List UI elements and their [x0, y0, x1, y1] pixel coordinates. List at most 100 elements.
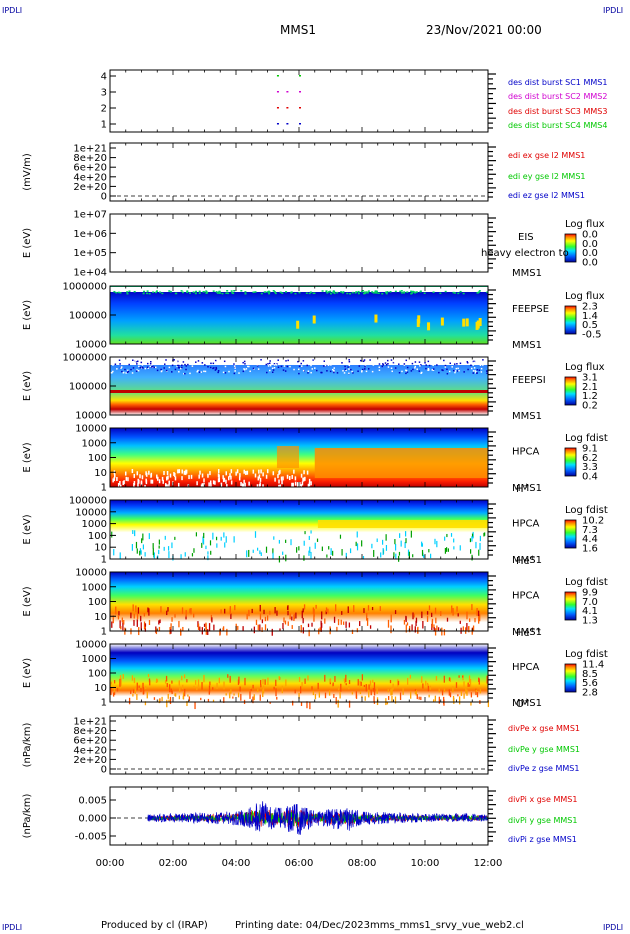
- hpca-he-speckle: [290, 539, 292, 546]
- hpca-h-speckle: [291, 482, 293, 487]
- feepsi-speckle: [428, 364, 431, 367]
- hpca-o-speckle: [361, 674, 364, 681]
- feepsi-speckle: [175, 359, 178, 362]
- hpca-he-speckle: [382, 548, 384, 556]
- y-tick-label: 10000: [75, 340, 107, 351]
- feepse-speckle: [357, 292, 360, 295]
- hpca-h-speckle: [300, 484, 303, 489]
- hpca-o-speckle: [397, 680, 400, 686]
- hpca-o-speckle: [229, 692, 231, 699]
- hpca-hepp-speckle: [132, 604, 134, 612]
- hpca-he-speckle: [475, 541, 477, 549]
- hpca-he-speckle: [423, 554, 425, 558]
- hpca-o-speckle: [348, 700, 351, 708]
- hpca-hepp-speckle: [337, 619, 340, 626]
- feepse-burst-patch: [465, 318, 469, 327]
- hpca-h-speckle: [248, 481, 250, 486]
- colorbar-tick-label: 11.4: [582, 660, 604, 671]
- feepsi-speckle: [284, 370, 287, 372]
- hpca-hepp-speckle: [144, 628, 147, 632]
- hpca-he-speckle: [260, 552, 262, 556]
- hpca-hepp-speckle: [185, 615, 187, 620]
- feepsi-speckle: [280, 365, 283, 368]
- feepsi-speckle: [275, 364, 278, 366]
- feepsi-speckle: [269, 369, 271, 372]
- y-tick-label: 10000: [75, 424, 107, 435]
- hpca-o-speckle: [414, 691, 417, 695]
- hpca-h-speckle: [286, 474, 289, 479]
- hpca-hepp-speckle: [311, 622, 313, 627]
- hpca-h-speckle: [306, 470, 309, 475]
- hpca-hepp-speckle: [459, 620, 461, 624]
- y-tick-label: 1: [101, 483, 107, 494]
- legend-entry: des dist burst SC4 MMS4: [508, 121, 607, 130]
- colorbar-tick-label: 7.3: [582, 525, 598, 536]
- panel-frame-dist: [109, 69, 489, 133]
- feepse-speckle: [290, 292, 293, 294]
- feepsi-speckle: [171, 360, 173, 363]
- hpca-hepp-speckle: [269, 610, 271, 615]
- feepse-speckle: [260, 292, 263, 295]
- y-tick-label: 100: [88, 453, 107, 464]
- feepse-speckle: [174, 292, 177, 295]
- hpca-he-speckle: [273, 536, 275, 540]
- hpca-hepp-speckle: [321, 611, 323, 620]
- instrument-label: HPCA: [512, 447, 540, 458]
- colorbar: [564, 591, 577, 621]
- hpca-hepp-speckle: [174, 614, 176, 618]
- hpca-he-speckle: [210, 550, 212, 555]
- hpca-o-speckle: [434, 695, 437, 702]
- y-tick-label: 0.000: [78, 814, 107, 825]
- feepsi-speckle: [352, 372, 354, 374]
- hpca-hepp-speckle: [287, 605, 289, 610]
- hpca-o-speckle: [345, 674, 347, 683]
- hpca-h-speckle: [288, 476, 291, 481]
- feepsi-speckle: [283, 365, 286, 367]
- feepsi-speckle: [116, 368, 118, 370]
- feepsi-speckle: [136, 369, 138, 371]
- hpca-hepp-speckle: [434, 628, 437, 636]
- hpca-o-speckle: [269, 701, 271, 704]
- feepsi-speckle: [273, 366, 276, 369]
- hpca-hepp-speckle: [366, 612, 368, 621]
- feepse-speckle: [186, 290, 189, 292]
- hpca-h-midday-patch: [276, 446, 299, 468]
- feepse-speckle: [273, 291, 276, 293]
- y-tick-label: 1: [101, 698, 107, 709]
- hpca-h-speckle: [282, 476, 284, 481]
- hpca-he-speckle: [450, 533, 453, 537]
- y-tick-label: 1e+05: [73, 248, 107, 259]
- x-tick-label: 00:00: [96, 858, 125, 869]
- y-tick-label: 10: [94, 468, 107, 479]
- feepsi-speckle: [218, 360, 221, 363]
- hpca-o-speckle: [133, 677, 136, 684]
- hpca-hepp-speckle: [440, 611, 442, 616]
- hpca-h-speckle: [124, 471, 127, 476]
- feepsi-speckle: [243, 360, 246, 363]
- hpca-hepp-speckle: [133, 619, 135, 626]
- hpca-hepp-speckle: [403, 619, 406, 625]
- hpca-hepp-speckle: [443, 628, 446, 636]
- hpca-he-speckle: [446, 533, 448, 538]
- burst-marker: [299, 107, 301, 109]
- hpca-hepp-speckle: [428, 605, 431, 611]
- hpca-o-speckle: [438, 696, 440, 704]
- y-axis-title: E (eV): [22, 514, 33, 544]
- feepse-speckle: [454, 292, 457, 294]
- y-tick-label: 1e+04: [73, 268, 107, 279]
- hpca-hepp-speckle: [197, 623, 200, 630]
- hpca-hepp-speckle: [456, 606, 458, 612]
- hpca-h-speckle: [244, 482, 246, 487]
- feepse-speckle: [462, 292, 465, 295]
- hpca-he-speckle: [157, 555, 159, 559]
- feepsi-speckle: [127, 370, 130, 373]
- hpca-he-speckle: [471, 533, 474, 538]
- hpca-o-speckle: [428, 694, 430, 698]
- hpca-o-speckle: [252, 684, 254, 689]
- feepsi-speckle: [210, 362, 212, 365]
- feepsi-speckle: [269, 364, 272, 367]
- hpca-o-speckle: [427, 685, 430, 692]
- hpca-hepp-speckle: [325, 607, 328, 612]
- hpca-h-speckle: [114, 473, 116, 478]
- hpca-h-speckle: [300, 473, 303, 478]
